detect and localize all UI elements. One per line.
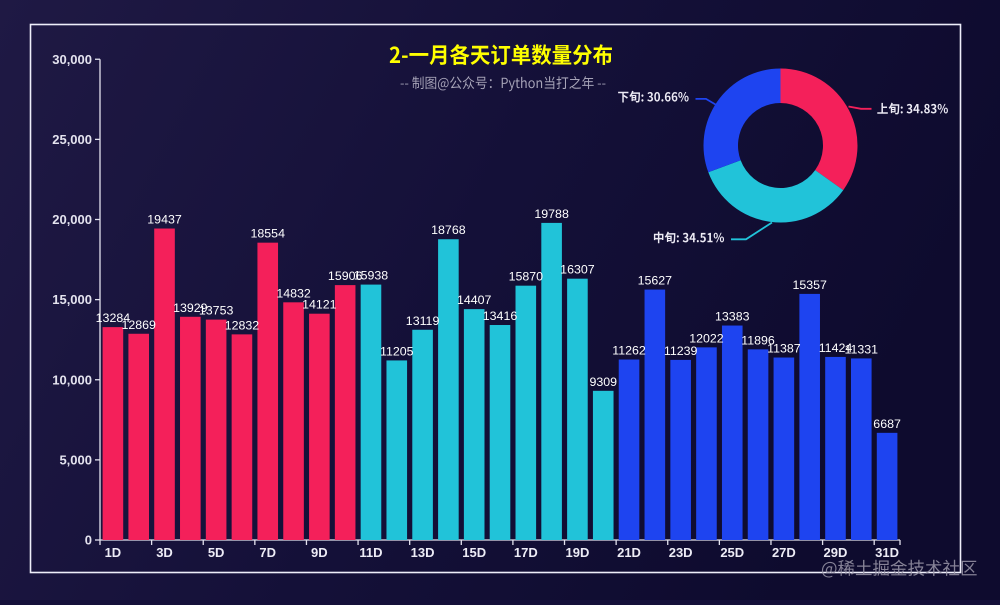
svg-text:15938: 15938 bbox=[354, 269, 389, 283]
svg-text:11D: 11D bbox=[359, 545, 382, 560]
svg-text:11239: 11239 bbox=[664, 344, 698, 358]
svg-text:23D: 23D bbox=[669, 545, 693, 560]
svg-text:11262: 11262 bbox=[612, 344, 646, 358]
svg-text:11387: 11387 bbox=[767, 342, 801, 356]
svg-text:19437: 19437 bbox=[147, 213, 182, 227]
svg-text:13753: 13753 bbox=[199, 304, 234, 318]
svg-text:11896: 11896 bbox=[741, 333, 775, 347]
svg-text:14121: 14121 bbox=[302, 298, 337, 312]
svg-text:15D: 15D bbox=[462, 545, 486, 560]
svg-text:11424: 11424 bbox=[819, 341, 853, 355]
svg-text:13D: 13D bbox=[411, 545, 435, 560]
svg-text:16307: 16307 bbox=[560, 263, 595, 277]
svg-text:15627: 15627 bbox=[638, 274, 673, 288]
svg-text:27D: 27D bbox=[772, 545, 796, 560]
svg-text:13383: 13383 bbox=[715, 310, 750, 324]
svg-text:0: 0 bbox=[85, 533, 92, 548]
svg-text:20,000: 20,000 bbox=[52, 212, 92, 227]
svg-text:5,000: 5,000 bbox=[59, 452, 92, 467]
svg-text:12022: 12022 bbox=[689, 331, 724, 345]
svg-text:25,000: 25,000 bbox=[52, 132, 92, 147]
svg-text:19788: 19788 bbox=[534, 207, 569, 221]
svg-text:19D: 19D bbox=[565, 545, 589, 560]
svg-text:13119: 13119 bbox=[406, 314, 440, 328]
svg-text:11205: 11205 bbox=[380, 344, 414, 358]
svg-text:11331: 11331 bbox=[845, 342, 879, 356]
svg-text:1D: 1D bbox=[105, 545, 122, 560]
svg-text:15906: 15906 bbox=[328, 269, 363, 283]
svg-text:13416: 13416 bbox=[483, 309, 518, 323]
svg-text:31D: 31D bbox=[875, 545, 899, 560]
svg-text:25D: 25D bbox=[720, 545, 744, 560]
svg-text:18768: 18768 bbox=[431, 223, 466, 237]
svg-text:15,000: 15,000 bbox=[52, 292, 92, 307]
svg-text:9309: 9309 bbox=[589, 375, 617, 389]
svg-text:18554: 18554 bbox=[251, 227, 286, 241]
svg-text:7D: 7D bbox=[259, 545, 276, 560]
svg-text:14832: 14832 bbox=[276, 286, 311, 300]
svg-text:14407: 14407 bbox=[457, 293, 492, 307]
svg-text:17D: 17D bbox=[514, 545, 538, 560]
svg-text:13284: 13284 bbox=[96, 311, 131, 325]
svg-text:6687: 6687 bbox=[873, 417, 901, 431]
svg-text:21D: 21D bbox=[617, 545, 641, 560]
svg-text:9D: 9D bbox=[311, 545, 328, 560]
svg-text:29D: 29D bbox=[824, 545, 848, 560]
svg-text:10,000: 10,000 bbox=[52, 372, 92, 387]
svg-text:15357: 15357 bbox=[792, 278, 827, 292]
svg-text:12869: 12869 bbox=[121, 318, 156, 332]
svg-text:5D: 5D bbox=[208, 545, 225, 560]
svg-text:3D: 3D bbox=[156, 545, 173, 560]
svg-text:30,000: 30,000 bbox=[52, 52, 92, 67]
svg-text:15870: 15870 bbox=[509, 270, 544, 284]
svg-text:12832: 12832 bbox=[225, 318, 260, 332]
svg-text:13929: 13929 bbox=[173, 301, 208, 315]
